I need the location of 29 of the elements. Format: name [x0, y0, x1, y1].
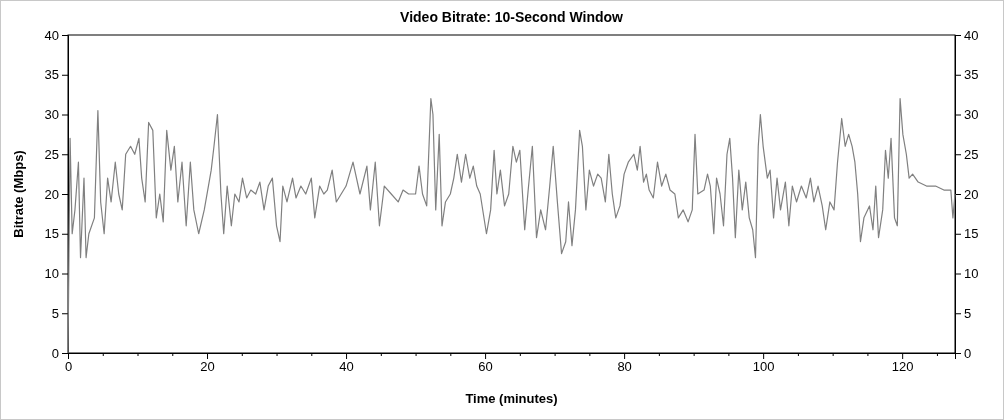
y-axis-title: Bitrate (Mbps): [11, 150, 26, 238]
y-tick-label: 25: [44, 146, 59, 162]
x-tick-label: 40: [339, 359, 354, 375]
y-tick-label: 30: [44, 107, 59, 123]
chart-title: Video Bitrate: 10-Second Window: [400, 9, 624, 25]
y2-tick-label: 30: [964, 107, 979, 123]
y2-tick-label: 40: [964, 27, 979, 43]
x-tick-label: 60: [478, 359, 493, 375]
y-tick-label: 20: [44, 186, 59, 202]
y2-tick-label: 35: [964, 67, 979, 83]
y-tick-label: 10: [44, 266, 59, 282]
y2-tick-label: 5: [964, 305, 972, 321]
x-tick-label: 80: [617, 359, 632, 375]
x-axis-title: Time (minutes): [465, 391, 558, 406]
y2-tick-label: 15: [964, 226, 979, 242]
y-tick-label: 5: [51, 305, 59, 321]
y2-tick-label: 10: [964, 266, 979, 282]
y-tick-label: 35: [44, 67, 59, 83]
y2-tick-label: 0: [964, 345, 972, 361]
y-tick-label: 0: [51, 345, 59, 361]
y2-tick-label: 25: [964, 146, 979, 162]
x-tick-label: 0: [64, 359, 73, 375]
line-series: [67, 98, 956, 354]
y-tick-label: 40: [44, 27, 59, 43]
x-tick-label: 120: [891, 359, 914, 375]
y-tick-label: 15: [44, 226, 59, 242]
y2-tick-label: 20: [964, 186, 979, 202]
x-tick-label: 20: [200, 359, 215, 375]
x-tick-label: 100: [752, 359, 775, 375]
